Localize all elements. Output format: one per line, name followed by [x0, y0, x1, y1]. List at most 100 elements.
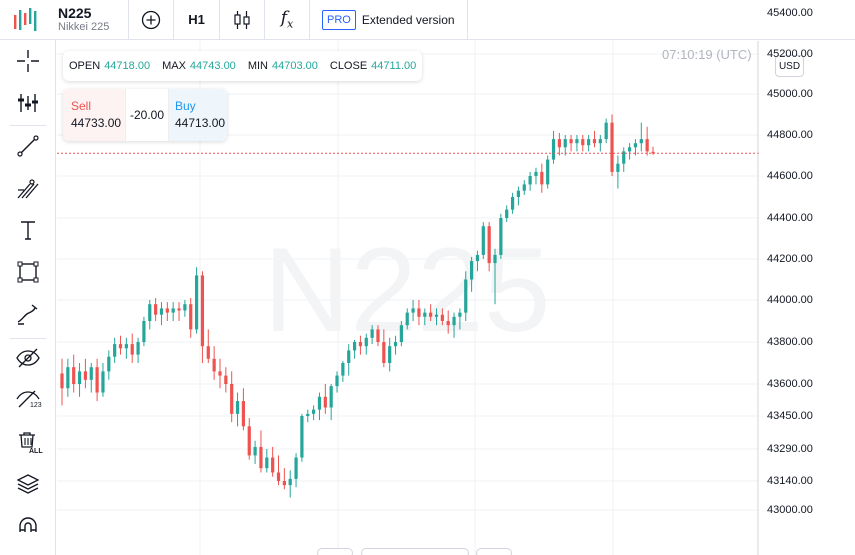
candle-body: [516, 190, 521, 197]
candle-body: [148, 304, 152, 321]
candle-body: [563, 139, 567, 148]
candle-body: [627, 147, 632, 152]
price-axis-label: 44400.00: [767, 212, 813, 224]
brush-tool[interactable]: [0, 296, 56, 332]
candle-body: [587, 139, 591, 146]
buy-label: Buy: [175, 99, 196, 113]
scroll-left-control[interactable]: [317, 548, 353, 555]
indicators-tool[interactable]: [0, 85, 56, 121]
candle-body: [341, 363, 345, 376]
hide-indicators-tool[interactable]: 123: [0, 382, 56, 418]
candle-body: [440, 314, 444, 321]
crosshair-tool[interactable]: [0, 43, 56, 79]
magnet-tool[interactable]: [0, 510, 56, 546]
add-circle-icon: [141, 10, 161, 29]
candle-body: [154, 304, 158, 315]
candle-body: [66, 367, 70, 389]
candle-body: [230, 384, 234, 414]
candle-body: [481, 226, 485, 255]
symbol-info[interactable]: N225 Nikkei 225: [50, 0, 128, 40]
buy-button[interactable]: Buy 44713.00: [169, 89, 227, 141]
candle-body: [423, 312, 427, 317]
candle-body: [575, 139, 579, 144]
candle-body: [382, 342, 386, 363]
candle-body: [136, 342, 140, 355]
chart-type-button[interactable]: [220, 0, 264, 40]
candle-body: [499, 218, 503, 255]
symbol-code: N225: [58, 4, 92, 21]
candle-body: [323, 396, 327, 408]
candle-body: [633, 143, 638, 148]
candle-body: [347, 350, 351, 363]
trend-line-tool[interactable]: [0, 128, 56, 164]
zoom-control[interactable]: [361, 548, 469, 555]
candle-body: [551, 139, 556, 160]
candle-body: [77, 371, 82, 384]
magnet-icon: [19, 517, 37, 532]
price-axis-label: 45400.00: [767, 7, 813, 19]
trade-panel: Sell 44733.00 -20.00 Buy 44713.00: [63, 89, 227, 141]
candle-body: [434, 314, 439, 317]
candle-body: [411, 308, 415, 313]
timeframe-button[interactable]: H1: [188, 12, 205, 27]
candle-body: [224, 375, 228, 384]
price-axis-label: 44800.00: [767, 129, 813, 141]
price-chart[interactable]: N225: [57, 41, 855, 555]
candle-body: [317, 396, 322, 410]
min-label: MIN: [247, 60, 268, 72]
candle-body: [522, 184, 526, 191]
indicators-icon: [18, 94, 38, 112]
fibonacci-tool[interactable]: [0, 170, 56, 206]
candle-body: [376, 329, 380, 342]
price-axis-label: 43600.00: [767, 378, 813, 390]
candle-body: [639, 139, 643, 144]
extended-version-button[interactable]: PRO Extended version: [310, 0, 467, 40]
candle-body: [452, 316, 456, 326]
candle-body: [183, 304, 187, 311]
price-axis-label: 43140.00: [767, 475, 813, 487]
candle-body: [370, 329, 374, 338]
candle-body: [306, 413, 310, 416]
extended-version-label: Extended version: [361, 12, 455, 27]
max-label: MAX: [162, 60, 186, 72]
currency-button[interactable]: USD: [775, 55, 804, 77]
hide-indicators-badge: 123: [30, 402, 42, 409]
price-axis-label: 43800.00: [767, 336, 813, 348]
price-axis-label: 43290.00: [767, 443, 813, 455]
delete-all-tool[interactable]: ALL: [0, 424, 56, 460]
sell-button[interactable]: Sell 44733.00: [63, 89, 125, 141]
candle-body: [534, 171, 538, 176]
indicators-button[interactable]: fx: [265, 0, 309, 40]
candle-body: [417, 308, 421, 317]
scroll-right-control[interactable]: [476, 548, 512, 555]
candle-body: [487, 226, 491, 264]
candle-body: [276, 472, 281, 481]
candle-body: [271, 457, 275, 473]
text-tool[interactable]: [0, 212, 56, 248]
candle-body: [107, 356, 111, 372]
price-axis-label: 45000.00: [767, 88, 813, 100]
function-icon: fx: [281, 8, 294, 30]
candlestick-chart[interactable]: N225: [57, 41, 855, 555]
pro-badge: PRO: [322, 9, 356, 30]
candle-body: [528, 176, 532, 185]
candle-body: [259, 446, 263, 469]
open-label: OPEN: [69, 60, 101, 72]
candle-body: [212, 358, 216, 372]
price-axis-label: 43000.00: [767, 504, 813, 516]
hide-drawings-tool[interactable]: [0, 340, 56, 376]
layers-tool[interactable]: [0, 466, 56, 502]
candle-body: [312, 409, 316, 414]
candle-body: [616, 163, 620, 172]
logo-bars-icon[interactable]: [0, 0, 50, 40]
top-toolbar: N225 Nikkei 225 H1 fx PRO Extended versi…: [0, 0, 855, 40]
compare-button[interactable]: [129, 0, 173, 40]
close-value: 44711.00: [371, 60, 417, 72]
min-value: 44703.00: [271, 60, 318, 72]
symbol-name: Nikkei 225: [58, 20, 110, 33]
candle-body: [101, 371, 105, 393]
hide-indicators-icon: [16, 390, 40, 408]
sell-price: 44733.00: [71, 116, 122, 130]
rectangle-tool[interactable]: [0, 254, 56, 290]
fx-subscript: x: [287, 17, 294, 31]
